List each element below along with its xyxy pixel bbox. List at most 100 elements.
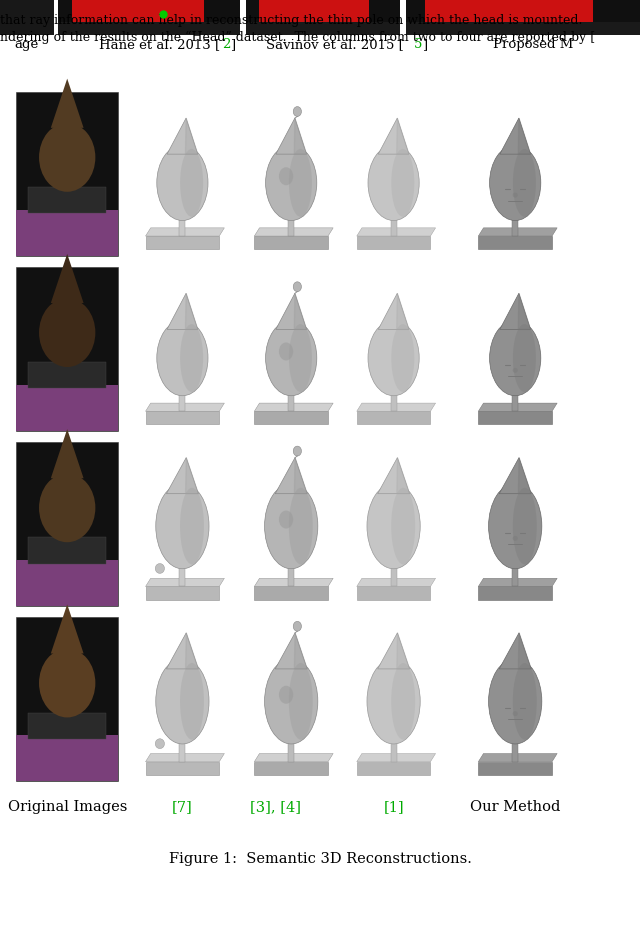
Ellipse shape — [264, 659, 318, 744]
Polygon shape — [518, 633, 531, 669]
FancyBboxPatch shape — [179, 388, 186, 412]
Ellipse shape — [279, 686, 293, 704]
Text: Proposed M: Proposed M — [493, 38, 573, 51]
Ellipse shape — [513, 536, 518, 541]
Polygon shape — [478, 228, 557, 237]
FancyBboxPatch shape — [246, 0, 400, 36]
Polygon shape — [275, 633, 307, 669]
FancyBboxPatch shape — [28, 537, 106, 563]
FancyBboxPatch shape — [63, 508, 71, 541]
FancyBboxPatch shape — [145, 762, 220, 775]
Text: Original Images: Original Images — [8, 799, 127, 812]
FancyBboxPatch shape — [512, 388, 518, 412]
FancyBboxPatch shape — [28, 712, 106, 739]
Text: [3], [4]: [3], [4] — [250, 799, 301, 812]
Ellipse shape — [293, 108, 301, 117]
Ellipse shape — [293, 283, 301, 292]
Ellipse shape — [180, 489, 204, 564]
FancyBboxPatch shape — [16, 618, 118, 782]
Text: age: age — [14, 38, 38, 51]
Polygon shape — [478, 753, 557, 762]
Ellipse shape — [39, 299, 95, 368]
Ellipse shape — [488, 484, 542, 569]
Ellipse shape — [180, 150, 203, 217]
Polygon shape — [145, 753, 225, 762]
FancyBboxPatch shape — [28, 363, 106, 389]
FancyBboxPatch shape — [179, 212, 186, 237]
FancyBboxPatch shape — [478, 412, 552, 425]
Ellipse shape — [367, 659, 420, 744]
Text: [1]: [1] — [383, 799, 404, 812]
Ellipse shape — [513, 664, 537, 739]
FancyBboxPatch shape — [28, 187, 106, 214]
FancyBboxPatch shape — [406, 23, 640, 36]
Polygon shape — [167, 294, 198, 330]
FancyBboxPatch shape — [16, 93, 118, 256]
Polygon shape — [145, 578, 225, 587]
Polygon shape — [397, 119, 409, 155]
Polygon shape — [276, 294, 307, 330]
Text: ]: ] — [230, 38, 236, 51]
Polygon shape — [145, 228, 225, 237]
Polygon shape — [167, 119, 198, 155]
Ellipse shape — [156, 659, 209, 744]
Text: [7]: [7] — [172, 799, 193, 812]
Ellipse shape — [289, 325, 312, 392]
FancyBboxPatch shape — [16, 443, 118, 607]
Polygon shape — [51, 430, 84, 479]
Ellipse shape — [266, 146, 317, 221]
Ellipse shape — [513, 489, 537, 564]
FancyBboxPatch shape — [58, 23, 240, 36]
Polygon shape — [500, 119, 531, 155]
Ellipse shape — [490, 321, 541, 396]
Text: Häne et al. 2013 [: Häne et al. 2013 [ — [99, 38, 220, 51]
Text: that ray information can help in reconstructing the thin pole on which the head : that ray information can help in reconst… — [0, 14, 582, 27]
FancyBboxPatch shape — [145, 587, 220, 600]
FancyBboxPatch shape — [0, 0, 54, 36]
FancyBboxPatch shape — [16, 561, 118, 607]
Ellipse shape — [289, 150, 312, 217]
Polygon shape — [186, 458, 198, 494]
Polygon shape — [378, 294, 409, 330]
FancyBboxPatch shape — [254, 412, 328, 425]
FancyBboxPatch shape — [246, 23, 400, 36]
FancyBboxPatch shape — [254, 237, 328, 250]
Ellipse shape — [490, 146, 541, 221]
FancyBboxPatch shape — [390, 738, 397, 762]
Text: ndering of the results on the “Head” dataset.  The columns from two to four are : ndering of the results on the “Head” dat… — [0, 31, 595, 44]
FancyBboxPatch shape — [145, 237, 220, 250]
Polygon shape — [356, 403, 436, 412]
Polygon shape — [254, 228, 333, 237]
Ellipse shape — [266, 321, 317, 396]
FancyBboxPatch shape — [356, 237, 431, 250]
Polygon shape — [294, 633, 307, 669]
FancyBboxPatch shape — [512, 212, 518, 237]
Polygon shape — [518, 119, 531, 155]
FancyBboxPatch shape — [288, 212, 294, 237]
Ellipse shape — [513, 325, 536, 392]
Polygon shape — [254, 403, 333, 412]
FancyBboxPatch shape — [254, 762, 328, 775]
Polygon shape — [294, 294, 307, 330]
FancyBboxPatch shape — [512, 563, 518, 587]
FancyBboxPatch shape — [478, 237, 552, 250]
FancyBboxPatch shape — [356, 587, 431, 600]
Ellipse shape — [513, 711, 518, 716]
Ellipse shape — [156, 484, 209, 569]
Ellipse shape — [157, 146, 208, 221]
Ellipse shape — [279, 511, 293, 529]
Ellipse shape — [180, 325, 203, 392]
FancyBboxPatch shape — [390, 563, 397, 587]
Polygon shape — [478, 403, 557, 412]
Ellipse shape — [279, 344, 293, 361]
Text: 5: 5 — [413, 38, 422, 51]
FancyBboxPatch shape — [179, 738, 186, 762]
Polygon shape — [378, 633, 410, 669]
FancyBboxPatch shape — [288, 388, 294, 412]
FancyBboxPatch shape — [406, 0, 640, 36]
Ellipse shape — [264, 484, 318, 569]
Polygon shape — [275, 458, 307, 494]
Polygon shape — [186, 119, 198, 155]
FancyBboxPatch shape — [16, 211, 118, 256]
Polygon shape — [356, 578, 436, 587]
